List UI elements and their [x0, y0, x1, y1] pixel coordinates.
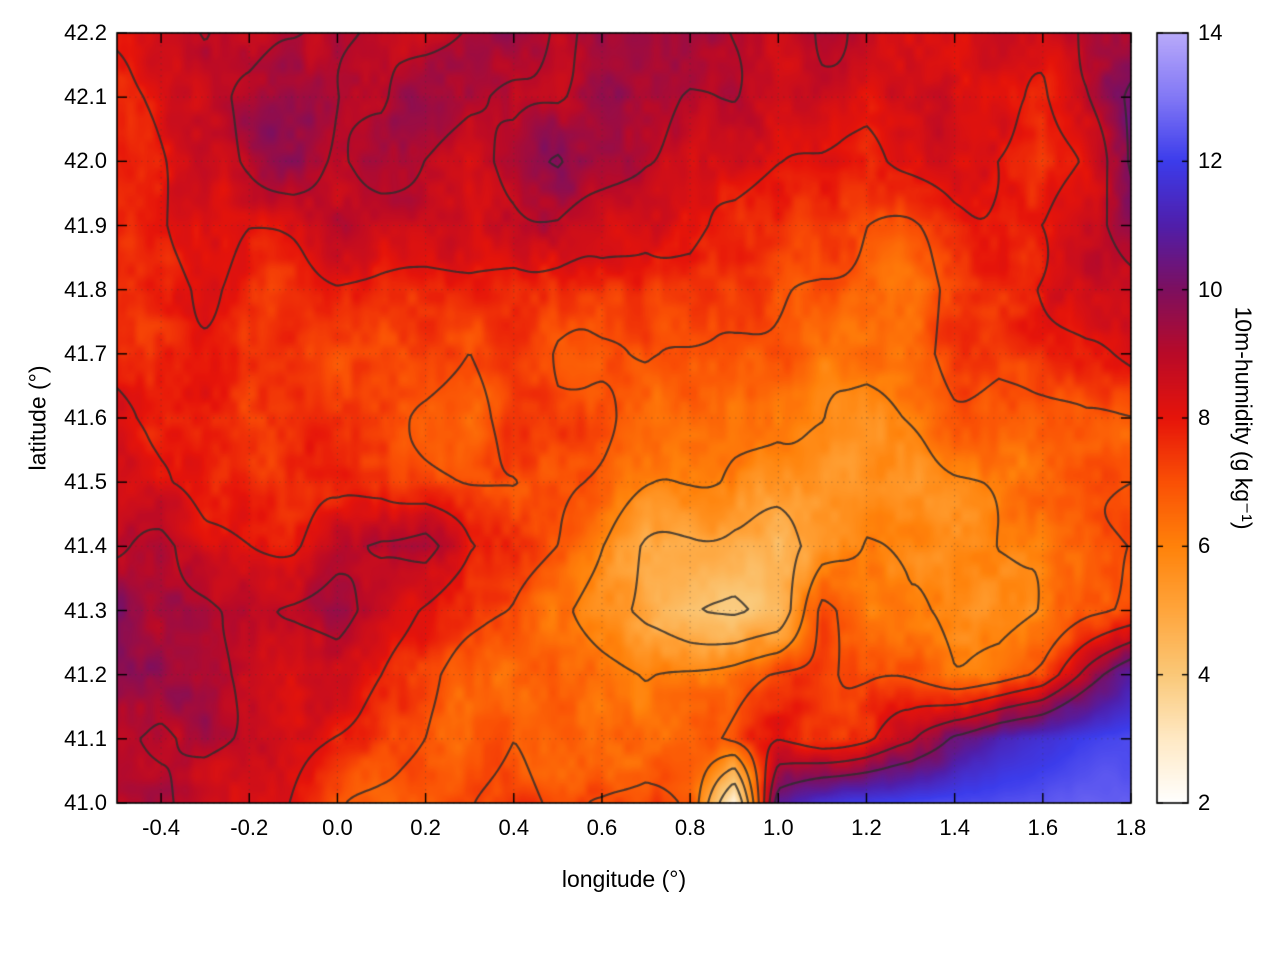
x-tick-label: -0.2	[230, 815, 269, 840]
y-tick-label: 41.1	[64, 725, 107, 751]
y-tick-label: 41.3	[64, 597, 107, 623]
x-tick-label: 0.6	[586, 815, 618, 840]
x-tick-label: 0.0	[322, 815, 353, 840]
x-tick-label: 0.2	[410, 815, 441, 840]
y-tick-label: 41.4	[64, 533, 107, 559]
colorbar-tick-label: 2	[1198, 790, 1211, 815]
y-tick-label: 42.2	[64, 20, 107, 45]
x-tick-label: 1.2	[851, 815, 882, 840]
colorbar-tick-label: 8	[1198, 405, 1211, 430]
x-axis-label: longitude (°)	[561, 866, 687, 892]
y-tick-label: 41.2	[64, 661, 107, 687]
y-tick-label: 41.9	[64, 212, 107, 238]
x-tick-label: -0.4	[142, 815, 181, 840]
colorbar-label: 10m-humidity (g kg⁻¹)	[1230, 306, 1257, 530]
y-tick-label: 42.0	[64, 148, 107, 174]
colorbar-tick-label: 10	[1198, 276, 1223, 302]
y-axis-label: latitude (°)	[24, 365, 51, 471]
x-tick-label: 1.0	[763, 815, 794, 840]
colorbar-tick-label: 14	[1198, 20, 1223, 45]
y-tick-label: 41.6	[64, 405, 107, 430]
x-tick-label: 1.6	[1027, 815, 1059, 840]
colorbar-tick-label: 4	[1198, 661, 1211, 687]
x-tick-label: 0.4	[498, 815, 530, 840]
x-tick-label: 1.4	[939, 815, 970, 840]
y-tick-label: 41.5	[64, 469, 107, 495]
y-tick-label: 41.7	[64, 340, 107, 366]
x-tick-label: 1.8	[1115, 815, 1147, 840]
y-tick-label: 41.0	[64, 790, 107, 815]
colorbar-tick-label: 12	[1198, 148, 1223, 174]
colorbar-tick-label: 6	[1198, 533, 1211, 559]
x-tick-label: 0.8	[674, 815, 706, 840]
y-tick-label: 42.1	[64, 84, 107, 110]
y-tick-label: 41.8	[64, 276, 107, 302]
